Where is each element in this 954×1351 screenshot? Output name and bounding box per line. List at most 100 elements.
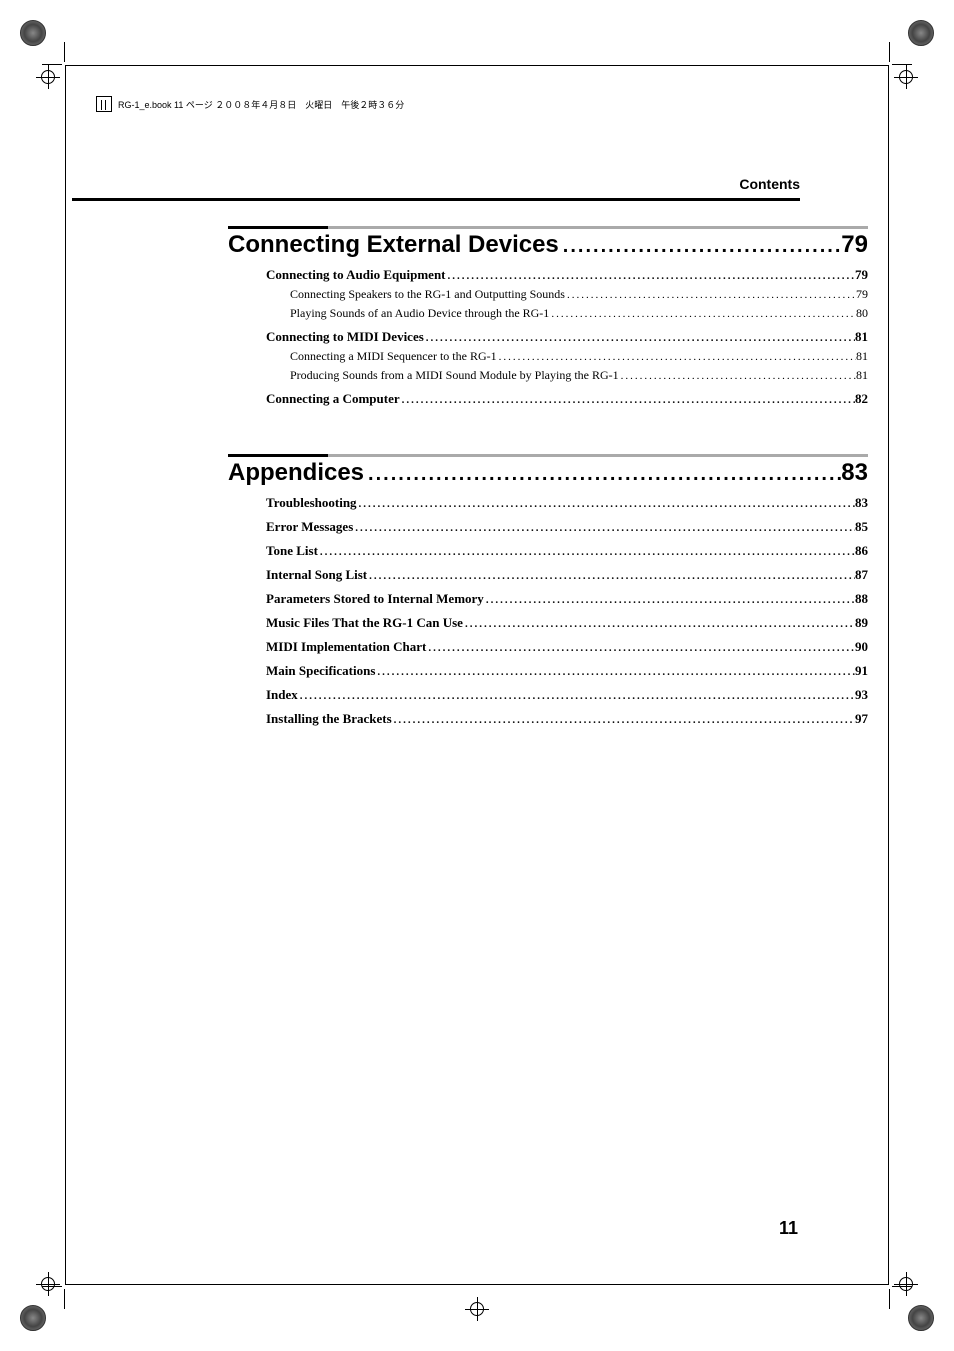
toc-page: 91: [855, 663, 868, 679]
toc-line: Playing Sounds of an Audio Device throug…: [290, 306, 868, 321]
section-bar: [228, 454, 868, 457]
dot-leader: ........................................…: [400, 394, 855, 406]
crop-mark: [42, 1286, 62, 1287]
registration-mark-icon: [36, 65, 60, 89]
toc-label: Internal Song List: [266, 567, 367, 583]
toc-line: Music Files That the RG-1 Can Use.......…: [266, 615, 868, 631]
section-title-row: Appendices .............................…: [228, 459, 868, 487]
dot-leader: ........................................…: [298, 690, 855, 702]
toc-page: 88: [855, 591, 868, 607]
toc-label: Connecting to MIDI Devices: [266, 329, 424, 345]
toc-line: Error Messages..........................…: [266, 519, 868, 535]
toc-label: Playing Sounds of an Audio Device throug…: [290, 306, 549, 321]
toc-label: Installing the Brackets: [266, 711, 392, 727]
dot-leader: ........................................…: [463, 618, 855, 630]
section-title-page: 79: [841, 231, 868, 259]
section-title-label: Appendices: [228, 459, 364, 487]
crop-mark: [889, 42, 890, 62]
dot-leader: ........................................…: [426, 642, 855, 654]
crop-mark: [892, 1286, 912, 1287]
toc-line: Connecting Speakers to the RG-1 and Outp…: [290, 287, 868, 302]
toc-label: Parameters Stored to Internal Memory: [266, 591, 484, 607]
toc-line: Producing Sounds from a MIDI Sound Modul…: [290, 368, 868, 383]
toc-page: 83: [855, 495, 868, 511]
dot-leader: ........................................…: [318, 546, 855, 558]
toc-page: 89: [855, 615, 868, 631]
book-header-text: RG-1_e.book 11 ページ ２００８年４月８日 火曜日 午後２時３６分: [118, 98, 404, 111]
toc-line: MIDI Implementation Chart...............…: [266, 639, 868, 655]
toc-page: 81: [856, 368, 868, 383]
toc-page: 93: [855, 687, 868, 703]
header-underline: [72, 198, 800, 201]
section-bar: [228, 226, 868, 229]
section-title-page: 83: [841, 459, 868, 487]
toc-line: Tone List...............................…: [266, 543, 868, 559]
crop-mark: [42, 64, 62, 65]
toc-label: Main Specifications: [266, 663, 375, 679]
section-title-row: Connecting External Devices ............…: [228, 231, 868, 259]
toc-page: 81: [856, 349, 868, 364]
dot-leader: ........................................…: [484, 594, 855, 606]
page-frame: RG-1_e.book 11 ページ ２００８年４月８日 火曜日 午後２時３６分…: [65, 65, 889, 1285]
dot-leader: ........................................…: [565, 289, 856, 301]
toc-page: 87: [855, 567, 868, 583]
toc-label: Producing Sounds from a MIDI Sound Modul…: [290, 368, 619, 383]
toc-page: 79: [855, 267, 868, 283]
toc-label: Connecting to Audio Equipment: [266, 267, 446, 283]
toc-line: Parameters Stored to Internal Memory....…: [266, 591, 868, 607]
toc-page: 82: [855, 391, 868, 407]
toc-label: MIDI Implementation Chart: [266, 639, 426, 655]
toc-label: Connecting a Computer: [266, 391, 400, 407]
dot-leader: ........................................…: [549, 308, 856, 320]
toc-label: Connecting Speakers to the RG-1 and Outp…: [290, 287, 565, 302]
dot-leader: ........................................…: [497, 351, 856, 363]
toc-label: Connecting a MIDI Sequencer to the RG-1: [290, 349, 497, 364]
toc-line: Main Specifications.....................…: [266, 663, 868, 679]
toc-label: Error Messages: [266, 519, 353, 535]
registration-mark-icon: [465, 1297, 489, 1321]
registration-mark-icon: [894, 65, 918, 89]
toc-line: Connecting a Computer...................…: [266, 391, 868, 407]
toc-line: Connecting to Audio Equipment...........…: [266, 267, 868, 283]
registration-mark-icon: [36, 1272, 60, 1296]
page-number: 11: [779, 1218, 798, 1239]
dot-leader: ........................................…: [392, 714, 855, 726]
toc-line: Connecting a MIDI Sequencer to the RG-1.…: [290, 349, 868, 364]
toc-label: Tone List: [266, 543, 318, 559]
crop-mark: [892, 64, 912, 65]
toc-entries: Troubleshooting.........................…: [228, 495, 868, 727]
toc-label: Troubleshooting: [266, 495, 357, 511]
toc-page: 81: [855, 329, 868, 345]
color-target-icon: [908, 1305, 934, 1331]
toc-page: 97: [855, 711, 868, 727]
page-header: Contents: [739, 176, 800, 192]
dot-leader: ........................................…: [559, 235, 842, 258]
crop-mark: [64, 1289, 65, 1309]
toc-line: Index...................................…: [266, 687, 868, 703]
page-header-title: Contents: [739, 176, 800, 192]
toc-page: 86: [855, 543, 868, 559]
dot-leader: ........................................…: [375, 666, 855, 678]
toc-label: Music Files That the RG-1 Can Use: [266, 615, 463, 631]
dot-leader: ........................................…: [446, 270, 855, 282]
color-target-icon: [20, 1305, 46, 1331]
crop-mark: [889, 1289, 890, 1309]
toc-page: 79: [856, 287, 868, 302]
crop-mark: [64, 42, 65, 62]
dot-leader: ........................................…: [367, 570, 855, 582]
toc-line: Connecting to MIDI Devices..............…: [266, 329, 868, 345]
toc-section: Appendices .............................…: [228, 454, 868, 731]
registration-mark-icon: [894, 1272, 918, 1296]
binding-icon: [96, 96, 112, 112]
toc-line: Installing the Brackets.................…: [266, 711, 868, 727]
book-header: RG-1_e.book 11 ページ ２００８年４月８日 火曜日 午後２時３６分: [96, 96, 404, 112]
toc-line: Internal Song List......................…: [266, 567, 868, 583]
toc-section: Connecting External Devices ............…: [228, 226, 868, 411]
toc-entries: Connecting to Audio Equipment...........…: [228, 267, 868, 407]
toc-page: 85: [855, 519, 868, 535]
dot-leader: ........................................…: [364, 463, 841, 486]
toc-label: Index: [266, 687, 298, 703]
dot-leader: ........................................…: [424, 332, 855, 344]
dot-leader: ........................................…: [353, 522, 855, 534]
dot-leader: ........................................…: [357, 498, 855, 510]
